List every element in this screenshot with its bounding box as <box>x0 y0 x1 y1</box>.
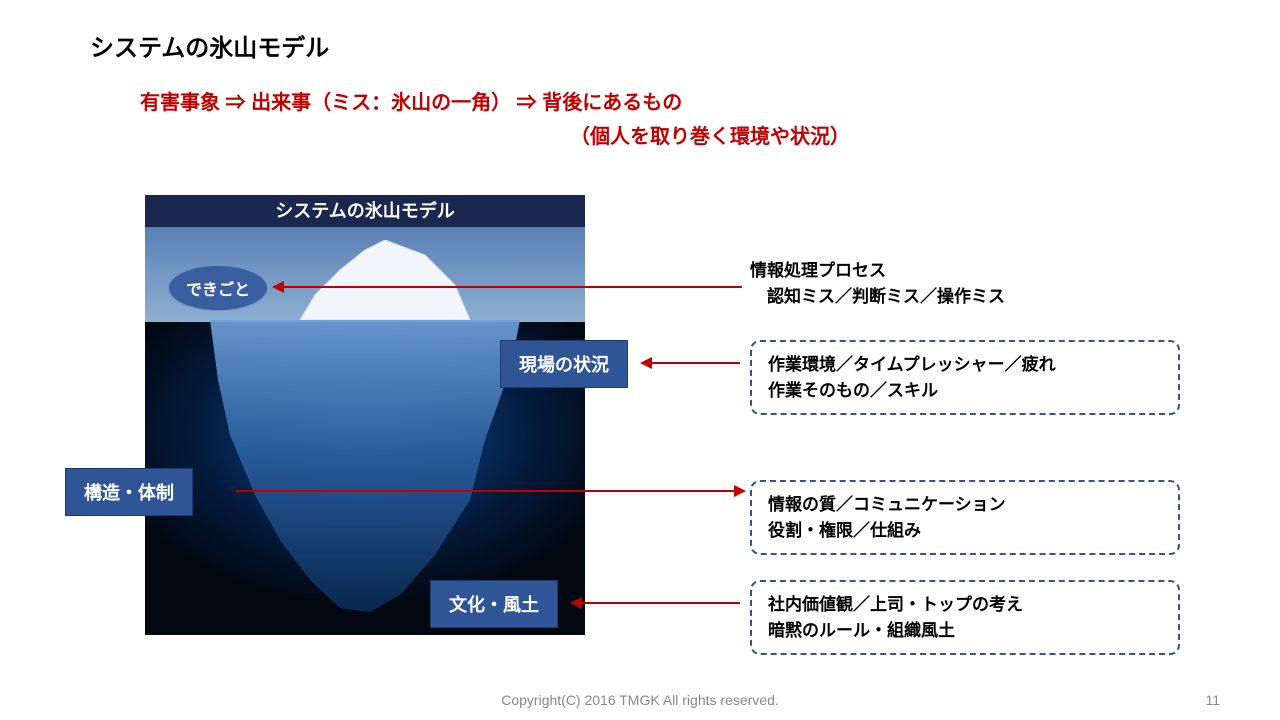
arrow-structure <box>236 490 736 492</box>
callout-culture: 社内価値観／上司・トップの考え 暗黙のルール・組織風土 <box>750 580 1180 655</box>
subtitle-line1: 有害事象 ⇒ 出来事（ミス：氷山の一角） ⇒ 背後にあるもの <box>140 88 682 118</box>
slide-title: システムの氷山モデル <box>90 28 329 63</box>
callout-culture-l1: 社内価値観／上司・トップの考え <box>768 592 1162 618</box>
callout-structure: 情報の質／コミュニケーション 役割・権限／仕組み <box>750 480 1180 555</box>
label-culture: 文化・風土 <box>430 580 558 628</box>
arrow-situation <box>650 362 740 364</box>
iceberg-tip <box>295 240 475 330</box>
label-situation: 現場の状況 <box>500 340 628 388</box>
callout-process-l2: 認知ミス／判断ミス／操作ミス <box>750 284 1005 310</box>
arrow-culture <box>580 602 740 604</box>
page-number: 11 <box>1205 692 1220 708</box>
subtitle-line2: （個人を取り巻く環境や状況） <box>570 120 850 149</box>
iceberg-diagram: システムの氷山モデル <box>145 195 585 635</box>
callout-situation-l2: 作業そのもの／スキル <box>768 378 1162 404</box>
footer-copyright: Copyright(C) 2016 TMGK All rights reserv… <box>0 692 1280 708</box>
callout-process-l1: 情報処理プロセス <box>750 258 1005 284</box>
callout-structure-l1: 情報の質／コミュニケーション <box>768 492 1162 518</box>
bubble-event: できごと <box>168 265 268 311</box>
callout-culture-l2: 暗黙のルール・組織風土 <box>768 618 1162 644</box>
callout-structure-l2: 役割・権限／仕組み <box>768 518 1162 544</box>
iceberg-under <box>200 320 530 615</box>
callout-process: 情報処理プロセス 認知ミス／判断ミス／操作ミス <box>750 258 1005 309</box>
callout-situation: 作業環境／タイムプレッシャー／疲れ 作業そのもの／スキル <box>750 340 1180 415</box>
callout-situation-l1: 作業環境／タイムプレッシャー／疲れ <box>768 352 1162 378</box>
arrow-event <box>282 286 742 288</box>
iceberg-header: システムの氷山モデル <box>145 195 585 227</box>
label-structure: 構造・体制 <box>65 468 193 516</box>
